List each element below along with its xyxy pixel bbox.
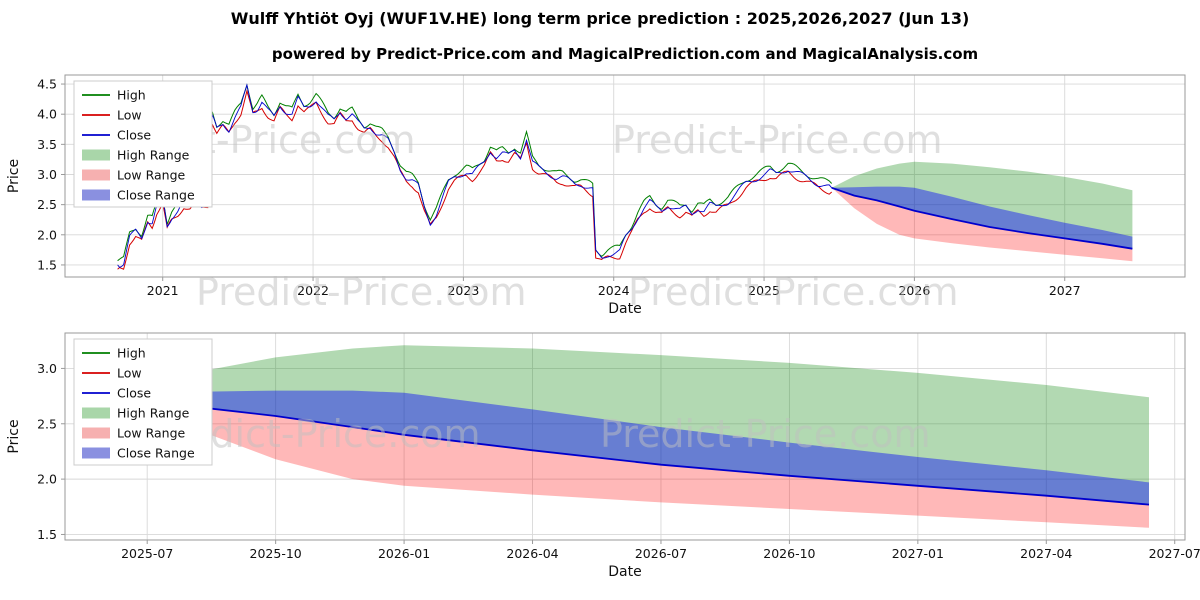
x-tick-label: 2022 xyxy=(297,283,329,298)
legend-label: Low xyxy=(117,108,142,123)
high-range-swatch xyxy=(82,149,110,161)
watermark-text: Predict-Price.com xyxy=(600,412,931,456)
y-tick-label: 2.0 xyxy=(37,472,57,487)
x-tick-label: 2024 xyxy=(598,283,630,298)
legend-box xyxy=(73,338,213,466)
legend-label: High xyxy=(117,88,146,103)
close-range-swatch xyxy=(82,447,110,459)
legend-label: Close xyxy=(117,386,151,401)
legend: High Low Close High Range Low Range Close Ran… xyxy=(73,80,213,208)
legend-label: High xyxy=(117,346,146,361)
low-range-swatch xyxy=(82,427,110,439)
x-tick-label: 2025-07 xyxy=(121,546,173,561)
x-tick-label: 2027-07 xyxy=(1149,546,1200,561)
forecast-close-line xyxy=(121,391,1150,506)
x-tick-label: 2026 xyxy=(898,283,930,298)
watermark-text: Predict-Price.com xyxy=(628,270,959,314)
x-tick-label: 2027 xyxy=(1049,283,1081,298)
x-tick-label: 2027-01 xyxy=(892,546,944,561)
figure-title: Wulff Yhtiöt Oyj (WUF1V.HE) long term pr… xyxy=(230,9,970,28)
close-range-band xyxy=(121,390,1149,505)
axes-frame xyxy=(64,74,1186,278)
x-axis-label: Date xyxy=(608,301,641,317)
low-range-band xyxy=(831,187,1133,262)
legend-label: High Range xyxy=(117,148,190,163)
grid xyxy=(65,75,1185,277)
y-tick-label: 1.5 xyxy=(37,527,57,542)
axes-frame xyxy=(64,332,1186,541)
close-range-band xyxy=(831,186,1133,249)
history-and-forecast-chart: 2021 2022 2023 2024 2025 2026 2027 1.5 2.0 2.5 3.0… xyxy=(6,74,1186,317)
watermark-text: Predict-Price.com xyxy=(196,270,527,314)
y-tick-label: 2.5 xyxy=(37,416,57,431)
x-tick-label: 2026-07 xyxy=(635,546,687,561)
y-tick-label: 2.0 xyxy=(37,227,57,242)
x-tick-label: 2021 xyxy=(147,283,179,298)
y-axis-label: Price xyxy=(6,159,22,193)
x-tick-label: 2026-04 xyxy=(506,546,558,561)
legend-label: Close Range xyxy=(117,446,195,461)
forecast-close-line xyxy=(831,186,1133,250)
high-line xyxy=(117,83,833,262)
legend-label: Close Range xyxy=(117,188,195,203)
x-tick-label: 2025-10 xyxy=(250,546,302,561)
watermark-text: Predict-Price.com xyxy=(612,118,943,162)
y-tick-label: 3.0 xyxy=(37,361,57,376)
y-tick-label: 3.5 xyxy=(37,137,57,152)
y-tick-label: 1.5 xyxy=(37,257,57,272)
legend-box xyxy=(73,80,213,208)
legend-label: Low Range xyxy=(117,168,186,183)
x-tick-label: 2026-01 xyxy=(378,546,430,561)
y-axis-label: Price xyxy=(6,419,22,453)
legend-label: Low Range xyxy=(117,426,186,441)
x-tick-label: 2023 xyxy=(447,283,479,298)
low-range-swatch xyxy=(82,169,110,181)
legend-label: Close xyxy=(117,128,151,143)
high-range-swatch xyxy=(82,407,110,419)
charts-layer: 2021 2022 2023 2024 2025 2026 2027 1.5 2.0 2.5 3.0… xyxy=(6,74,1200,580)
legend-label: Low xyxy=(117,366,142,381)
high-range-band xyxy=(831,161,1133,249)
grid xyxy=(65,333,1185,540)
x-tick-label: 2027-04 xyxy=(1020,546,1072,561)
plot-area xyxy=(65,333,1185,540)
y-tick-label: 3.0 xyxy=(37,167,57,182)
close-range-swatch xyxy=(82,189,110,201)
legend: High Low Close High Range Low Range Close Ran… xyxy=(73,338,213,466)
y-tick-label: 2.5 xyxy=(37,197,57,212)
low-range-band xyxy=(121,392,1149,528)
y-tick-label: 4.5 xyxy=(37,77,57,92)
high-range-band xyxy=(121,345,1149,505)
figure-subtitle: powered by Predict-Price.com and Magical… xyxy=(271,45,979,63)
x-tick-label: 2025 xyxy=(748,283,780,298)
legend-label: High Range xyxy=(117,406,190,421)
close-line xyxy=(117,83,833,268)
x-tick-label: 2026-10 xyxy=(763,546,815,561)
y-tick-label: 4.0 xyxy=(37,107,57,122)
forecast-zoom-chart: 2025-07 2025-10 2026-01 2026-04 2026-07 2026-… xyxy=(6,332,1200,580)
legend-layer: High Low Close High Range Low Range Close Ran… xyxy=(73,80,213,466)
x-axis-label: Date xyxy=(608,564,641,580)
